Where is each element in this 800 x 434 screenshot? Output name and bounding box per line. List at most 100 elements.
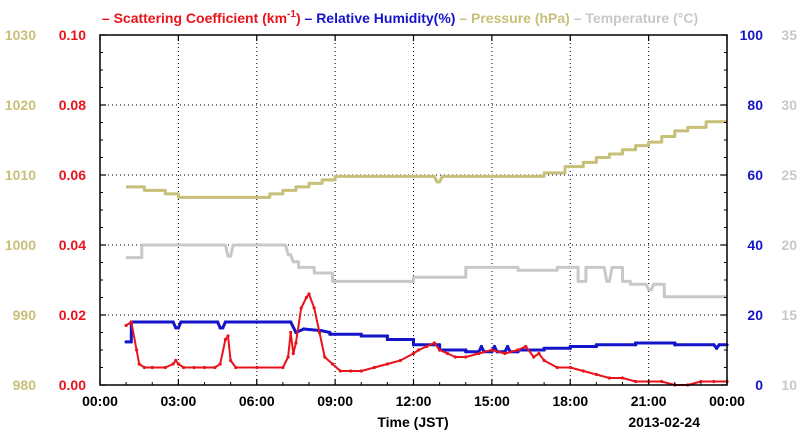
tick-label-humidity: 20 [747,307,763,323]
data-point-scattering [294,341,298,345]
data-point-scattering [163,365,167,370]
data-point-scattering [712,379,716,384]
tick-label-humidity: 80 [747,97,763,113]
data-point-scattering [594,372,599,377]
data-point-humidity [479,344,483,349]
legend-entry: – Pressure (hPa) [455,10,569,26]
data-point-humidity [289,320,293,324]
data-point-scattering [135,348,139,352]
data-point-humidity [411,337,416,342]
data-point-humidity [124,340,128,344]
tick-label-pressure: 990 [13,307,37,323]
data-point-humidity [179,320,183,324]
data-point-scattering [503,351,507,356]
tick-label-temperature: 20 [781,237,797,253]
data-point-scattering [234,365,238,370]
tick-label-pressure: 1000 [5,237,36,253]
legend-entry: – Relative Humidity(%) [301,10,456,26]
tick-label-temperature: 35 [781,27,797,43]
data-point-humidity [216,320,220,324]
data-point-scattering [171,362,175,366]
data-point-humidity [542,346,546,350]
tick-label-temperature: 25 [781,167,797,183]
data-point-scattering [223,337,227,342]
tick-label-temperature: 30 [781,97,797,113]
tick-label-humidity: 0 [755,377,763,393]
data-point-scattering [555,365,559,370]
data-point-scattering [581,369,585,373]
data-point-scattering [524,344,528,349]
data-point-scattering [182,365,186,370]
tick-label-x: 00:00 [82,393,118,409]
tick-label-x: 12:00 [396,393,432,409]
data-point-scattering [229,358,233,363]
data-point-scattering [411,351,416,356]
data-point-scattering [464,355,468,359]
data-point-scattering [359,369,363,373]
data-point-humidity [438,343,442,347]
data-point-humidity [673,343,677,347]
data-point-scattering [542,358,546,363]
data-point-humidity [320,329,324,333]
series-line-pressure [126,120,727,199]
data-point-scattering [174,358,178,363]
data-point-humidity [385,334,389,338]
data-point-humidity [568,344,572,349]
data-point-scattering [330,362,335,366]
tick-label-humidity: 60 [747,167,763,183]
legend-superscript: -1 [287,9,296,20]
data-point-scattering [338,369,342,373]
data-point-humidity [129,340,133,344]
data-point-scattering [349,369,353,373]
tick-label-scattering: 0.02 [59,307,86,323]
data-point-scattering [477,351,481,356]
data-point-humidity [174,326,178,330]
tick-label-scattering: 0.08 [59,97,86,113]
tick-label-x: 21:00 [631,393,667,409]
data-point-scattering [425,344,429,349]
data-point-scattering [291,351,295,356]
data-point-scattering [634,379,638,384]
legend-entry: – Temperature (°C) [570,10,698,26]
series-layer [124,120,729,387]
tick-label-temperature: 15 [781,307,797,323]
data-point-scattering [516,348,520,352]
tick-label-humidity: 40 [747,237,763,253]
data-point-scattering [438,348,442,352]
data-point-scattering [490,348,494,352]
legend: – Scattering Coefficient (km-1) – Relati… [102,9,698,26]
data-point-scattering [176,362,180,366]
legend-line: – Scattering Coefficient (km-1) – Relati… [102,9,698,26]
data-point-scattering [286,355,290,359]
data-point-humidity [223,320,227,324]
tick-label-pressure: 1030 [5,27,36,43]
tick-label-x: 18:00 [552,393,588,409]
data-point-scattering [142,365,146,370]
x-axis-title: Time (JST) [377,414,448,430]
data-point-humidity [594,343,599,347]
tick-label-x: 00:00 [709,393,745,409]
data-point-humidity [359,334,363,338]
data-point-humidity [176,326,180,330]
data-point-scattering [255,365,259,370]
legend-entry: – Scattering Coefficient (km [102,10,287,26]
data-point-humidity [464,350,468,354]
series-line-scattering [125,293,727,386]
data-point-scattering [445,351,450,356]
data-point-scattering [202,365,207,370]
data-point-humidity [218,326,222,330]
legend-entry-tail: ) [296,10,301,26]
data-point-scattering [607,376,612,380]
data-point-scattering [312,306,316,310]
data-point-scattering [289,330,293,335]
data-point-humidity [506,344,510,349]
tick-label-x: 09:00 [317,393,353,409]
tick-label-scattering: 0.10 [59,27,86,43]
data-point-humidity [171,320,175,324]
data-point-humidity [302,327,306,331]
tick-label-pressure: 1020 [5,97,36,113]
tick-label-x: 15:00 [474,393,510,409]
date-label: 2013-02-24 [628,414,700,430]
data-point-humidity [221,326,225,330]
data-point-scattering [417,348,421,352]
